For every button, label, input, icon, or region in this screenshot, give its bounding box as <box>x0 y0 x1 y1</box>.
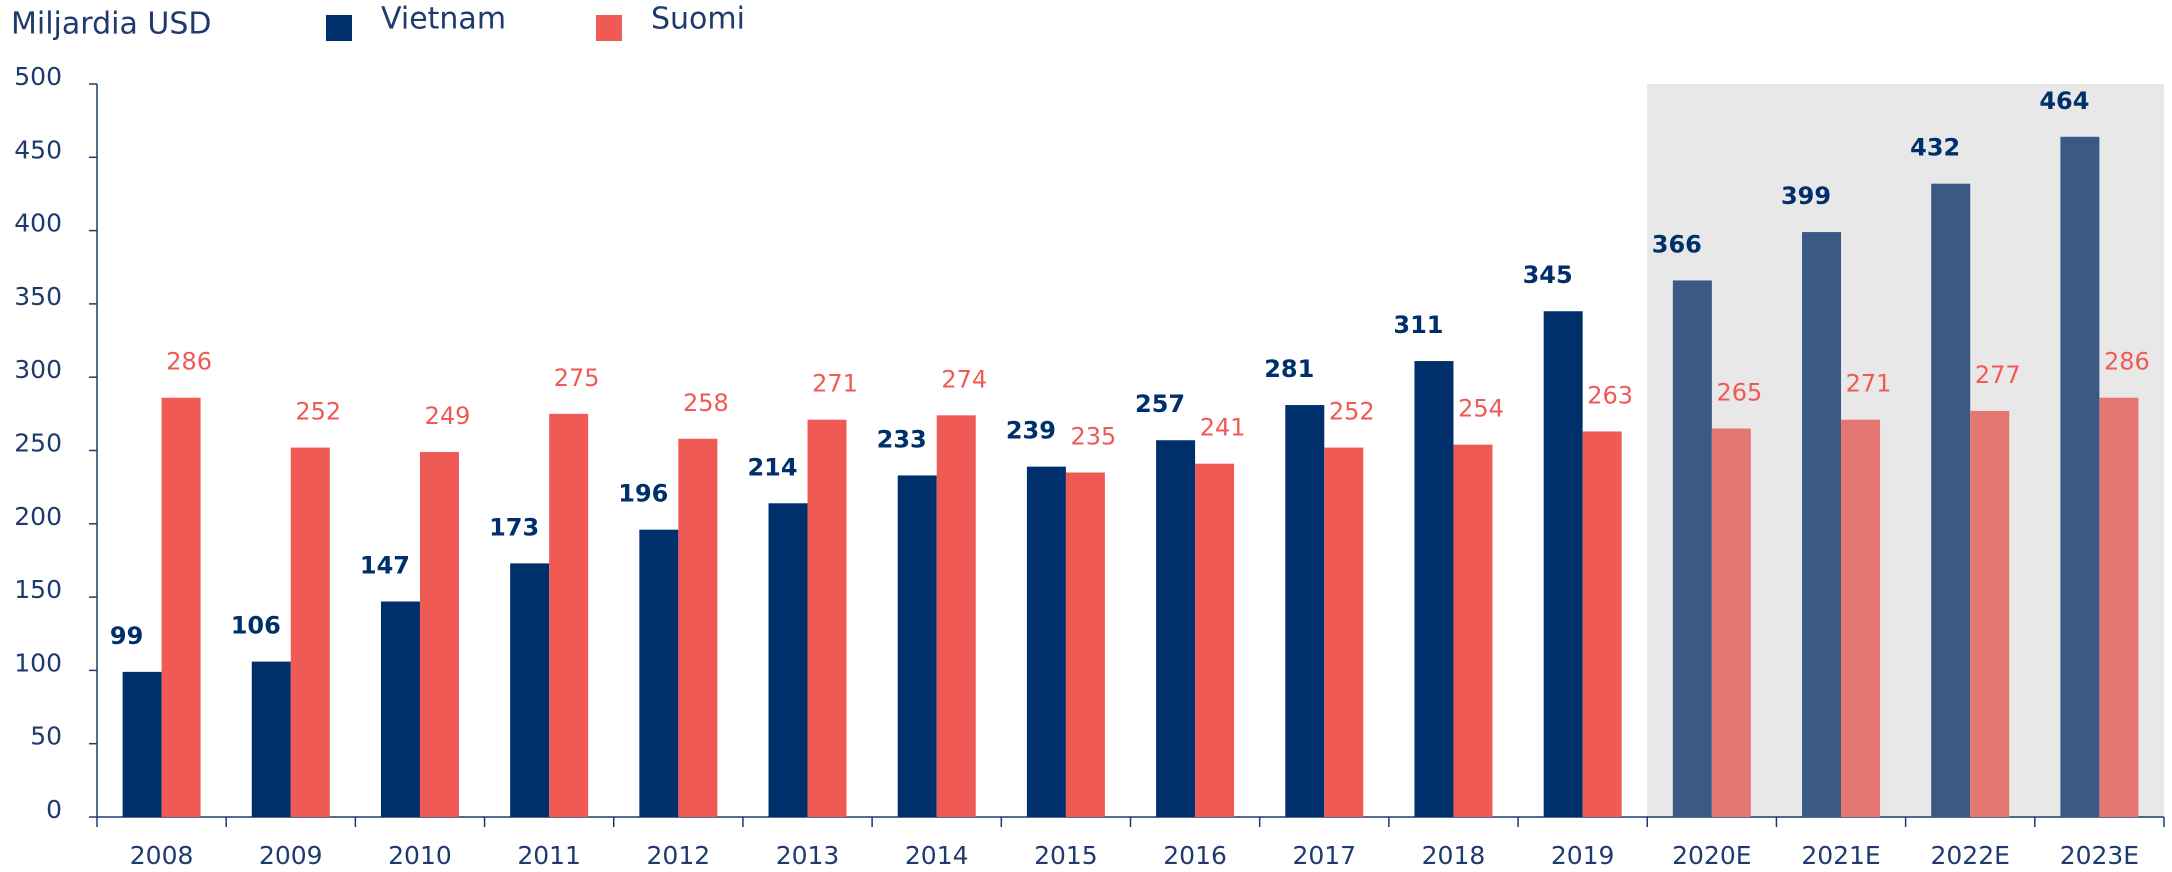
x-tick-label: 2020E <box>1672 841 1751 870</box>
value-label: 241 <box>1200 414 1246 442</box>
value-label: 286 <box>166 348 212 376</box>
bar <box>936 415 976 817</box>
bar <box>1802 232 1842 818</box>
y-tick-label: 250 <box>14 429 62 458</box>
bar <box>1156 440 1196 817</box>
bar <box>2099 397 2139 817</box>
value-label: 345 <box>1523 261 1573 289</box>
value-label: 271 <box>1846 370 1892 398</box>
x-tick-label: 2012 <box>647 841 711 870</box>
x-tick-label: 2010 <box>388 841 452 870</box>
y-tick-label: 200 <box>14 502 62 531</box>
value-label: 464 <box>2039 87 2089 115</box>
value-label: 257 <box>1135 390 1185 418</box>
bar <box>1195 463 1235 817</box>
bar <box>1324 447 1364 817</box>
value-label: 311 <box>1393 311 1443 339</box>
bar <box>1841 419 1881 817</box>
x-tick-label: 2013 <box>776 841 840 870</box>
value-label: 233 <box>877 425 927 453</box>
bar <box>1414 361 1454 817</box>
bar <box>510 563 550 817</box>
x-tick-label: 2022E <box>1931 841 2010 870</box>
bar <box>1285 405 1325 817</box>
bar <box>1065 472 1105 817</box>
y-tick-label: 400 <box>14 209 62 238</box>
value-label: 235 <box>1071 422 1117 450</box>
bar <box>1453 444 1493 817</box>
x-tick-label: 2021E <box>1801 841 1880 870</box>
y-tick-label: 150 <box>14 575 62 604</box>
legend-label: Suomi <box>651 2 745 37</box>
value-label: 275 <box>554 364 600 392</box>
bar <box>161 397 201 817</box>
x-tick-label: 2009 <box>259 841 323 870</box>
value-label: 432 <box>1910 134 1960 162</box>
bar <box>122 671 162 817</box>
bar <box>419 451 459 817</box>
bar <box>1543 311 1583 817</box>
bar <box>1931 183 1971 818</box>
value-label: 366 <box>1652 230 1702 258</box>
bar <box>768 503 808 817</box>
value-label: 258 <box>683 389 729 417</box>
bar <box>290 447 330 817</box>
bar <box>1026 466 1066 817</box>
x-tick-label: 2011 <box>517 841 581 870</box>
value-label: 106 <box>231 612 281 640</box>
y-tick-label: 500 <box>14 62 62 91</box>
value-label: 265 <box>1716 379 1762 407</box>
x-tick-label: 2014 <box>905 841 969 870</box>
bar <box>549 413 589 817</box>
bar <box>807 419 847 817</box>
value-label: 286 <box>2104 348 2150 376</box>
legend-swatch <box>596 15 622 41</box>
value-label: 196 <box>618 480 668 508</box>
bar <box>251 661 291 817</box>
bar <box>897 475 937 817</box>
x-tick-label: 2008 <box>130 841 194 870</box>
chart-title: Miljardia USD <box>11 7 211 42</box>
x-tick-label: 2016 <box>1163 841 1227 870</box>
legend-label: Vietnam <box>381 2 506 37</box>
x-tick-label: 2018 <box>1422 841 1486 870</box>
legend-swatch <box>326 15 352 41</box>
value-label: 252 <box>1329 398 1375 426</box>
value-label: 254 <box>1458 395 1504 423</box>
bar <box>1672 280 1712 818</box>
value-label: 239 <box>1006 417 1056 445</box>
value-label: 249 <box>425 402 471 430</box>
value-label: 99 <box>110 622 143 650</box>
x-tick-label: 2017 <box>1292 841 1356 870</box>
bar <box>2060 136 2100 817</box>
value-label: 263 <box>1587 381 1633 409</box>
bar <box>678 438 718 817</box>
y-tick-label: 50 <box>30 722 62 751</box>
value-label: 252 <box>295 398 341 426</box>
value-label: 271 <box>812 370 858 398</box>
bar <box>1582 431 1622 817</box>
value-label: 214 <box>747 453 797 481</box>
bar <box>380 601 420 817</box>
y-tick-label: 350 <box>14 282 62 311</box>
y-tick-label: 100 <box>14 648 62 677</box>
value-label: 147 <box>360 551 410 579</box>
y-tick-label: 450 <box>14 135 62 164</box>
x-tick-label: 2023E <box>2060 841 2139 870</box>
x-tick-label: 2019 <box>1551 841 1615 870</box>
bar <box>1970 410 2010 817</box>
value-label: 274 <box>941 365 987 393</box>
y-tick-label: 300 <box>14 355 62 384</box>
value-label: 399 <box>1781 182 1831 210</box>
x-tick-label: 2015 <box>1034 841 1098 870</box>
y-tick-label: 0 <box>46 795 62 824</box>
bar <box>1711 428 1751 817</box>
value-label: 173 <box>489 513 539 541</box>
bar <box>639 529 679 817</box>
value-label: 281 <box>1264 355 1314 383</box>
value-label: 277 <box>1975 361 2021 389</box>
